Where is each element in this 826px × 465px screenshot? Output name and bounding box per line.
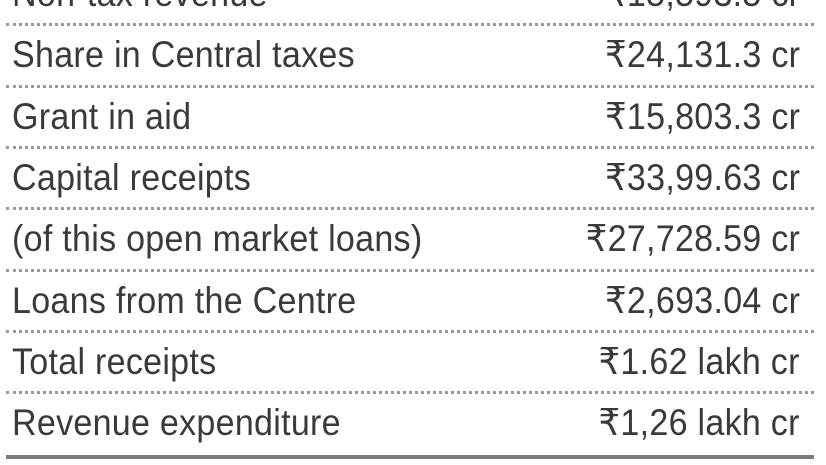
row-divider [6,84,814,88]
row-label: Revenue expenditure [12,402,341,444]
row-divider [6,391,814,395]
row-value: ₹27,728.59 cr [585,218,800,260]
table-row: Non-tax revenue ₹15,593.5 cr [0,0,826,24]
row-value: ₹15,803.3 cr [604,95,800,137]
row-divider [6,145,814,149]
table-row: Revenue expenditure ₹1,26 lakh cr [0,392,826,453]
row-value: ₹15,593.5 cr [605,0,800,24]
row-value: ₹2,693.04 cr [604,279,800,321]
row-value: ₹33,99.63 cr [604,156,800,198]
row-label: Loans from the Centre [12,279,357,321]
row-label: Grant in aid [12,95,192,137]
row-divider [6,23,814,27]
row-value: ₹1,26 lakh cr [598,402,800,444]
row-value: ₹24,131.3 cr [604,34,800,76]
row-label: Share in Central taxes [12,34,355,76]
table-bottom-rule [6,455,814,460]
table-row: Loans from the Centre ₹2,693.04 cr [0,270,826,331]
row-label: Non-tax revenue [12,0,268,24]
row-label: Total receipts [12,340,217,382]
table-row: (of this open market loans) ₹27,728.59 cr [0,208,826,269]
row-label: Capital receipts [12,156,252,198]
table-row: Total receipts ₹1.62 lakh cr [0,331,826,392]
row-value: ₹1.62 lakh cr [598,340,800,382]
row-divider [6,207,814,211]
row-divider [6,268,814,272]
table-row: Grant in aid ₹15,803.3 cr [0,86,826,147]
table-row: Capital receipts ₹33,99.63 cr [0,147,826,208]
row-divider [6,329,814,333]
table-row: Share in Central taxes ₹24,131.3 cr [0,24,826,85]
row-label: (of this open market loans) [12,218,423,260]
